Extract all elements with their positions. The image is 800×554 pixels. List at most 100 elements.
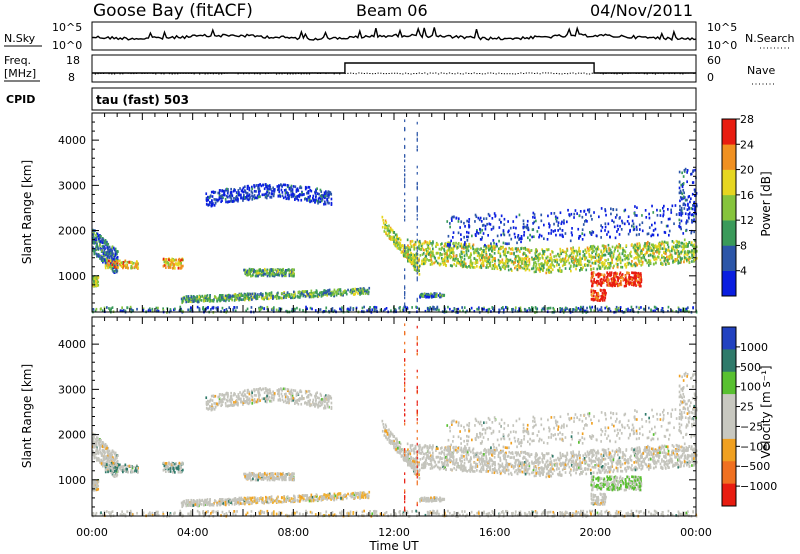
power-cell [671,248,673,251]
power-cell [616,224,619,228]
power-cell [307,195,310,199]
power-cell [129,305,132,309]
power-cell [299,291,301,294]
power-cell [243,298,246,302]
power-cell [118,259,120,263]
power-cell [103,306,106,310]
power-cell [339,307,341,311]
power-cell [242,190,245,194]
power-cell [599,308,601,312]
power-cell [421,259,423,263]
power-cell [242,199,244,202]
power-cell [634,273,637,277]
power-cell [503,308,505,311]
freq-sample [201,72,204,74]
power-cell [224,193,226,197]
power-cell [441,294,444,298]
power-cell [308,292,311,295]
power-cell [668,262,670,265]
power-cell [479,227,481,231]
power-cell [581,238,584,241]
power-cell [313,291,315,295]
power-cell [684,252,687,256]
power-cell [613,272,616,275]
power-cell [692,214,695,218]
power-cell [421,242,424,246]
power-cell [600,309,603,312]
power-cell [686,258,688,262]
power-cell [438,295,441,299]
power-cell [423,295,425,298]
power-cell [669,253,672,256]
power-cell [572,248,575,252]
power-cell [171,257,173,261]
power-cell [96,243,98,247]
power-cell [500,233,502,237]
power-cell [641,256,644,259]
power-cell [647,259,650,262]
power-cell [656,248,659,252]
power-cell [457,220,460,223]
power-cell [560,252,563,256]
power-cell [484,256,486,260]
power-cell [602,250,605,253]
power-cell [433,261,435,265]
power-cell [526,265,529,268]
power-cell [100,307,102,311]
power-cell [648,245,651,249]
power-cell [404,128,406,131]
power-cell [243,194,245,197]
power-cell [423,293,426,297]
power-cell [684,212,687,216]
power-cell [619,271,622,275]
power-cell [684,167,687,171]
power-cell [362,287,365,290]
power-cell [520,247,523,251]
power-cell [609,271,611,275]
power-cell [679,208,681,212]
power-cell [105,257,108,260]
power-cell [295,195,297,199]
freq-sample [679,73,681,75]
power-cell [388,229,391,233]
power-cell [650,234,653,238]
power-cell [562,235,564,239]
power-cell [357,288,360,291]
freq-sample [481,73,484,75]
power-cell [423,262,425,266]
power-cell [597,264,600,267]
power-cell [530,308,532,312]
power-cell [199,295,202,299]
power-cell [451,264,453,268]
power-cell [330,197,333,201]
power-cell [107,254,109,257]
power-cell [505,306,507,309]
power-cell [435,295,438,298]
power-cell [415,305,417,309]
power-cell [260,296,263,299]
power-cell [334,290,337,294]
power-cell [293,193,296,197]
power-cell [435,259,438,263]
power-cell [162,264,165,268]
power-cell [572,250,574,254]
power-cell [592,289,595,293]
power-cell [235,191,238,194]
power-cell [351,288,353,292]
power-cell [689,200,691,204]
power-cell [452,257,455,261]
power-cell [669,217,671,221]
power-cell [617,284,620,287]
power-cell [478,265,481,269]
power-cell [416,278,418,282]
power-cell [542,269,544,272]
power-cell [473,266,476,269]
power-cell [438,247,441,251]
power-cell [590,293,593,296]
power-cell [486,264,488,267]
power-cell [480,264,482,268]
power-cell [424,260,427,263]
power-cell [535,270,537,274]
power-cell [649,253,652,257]
